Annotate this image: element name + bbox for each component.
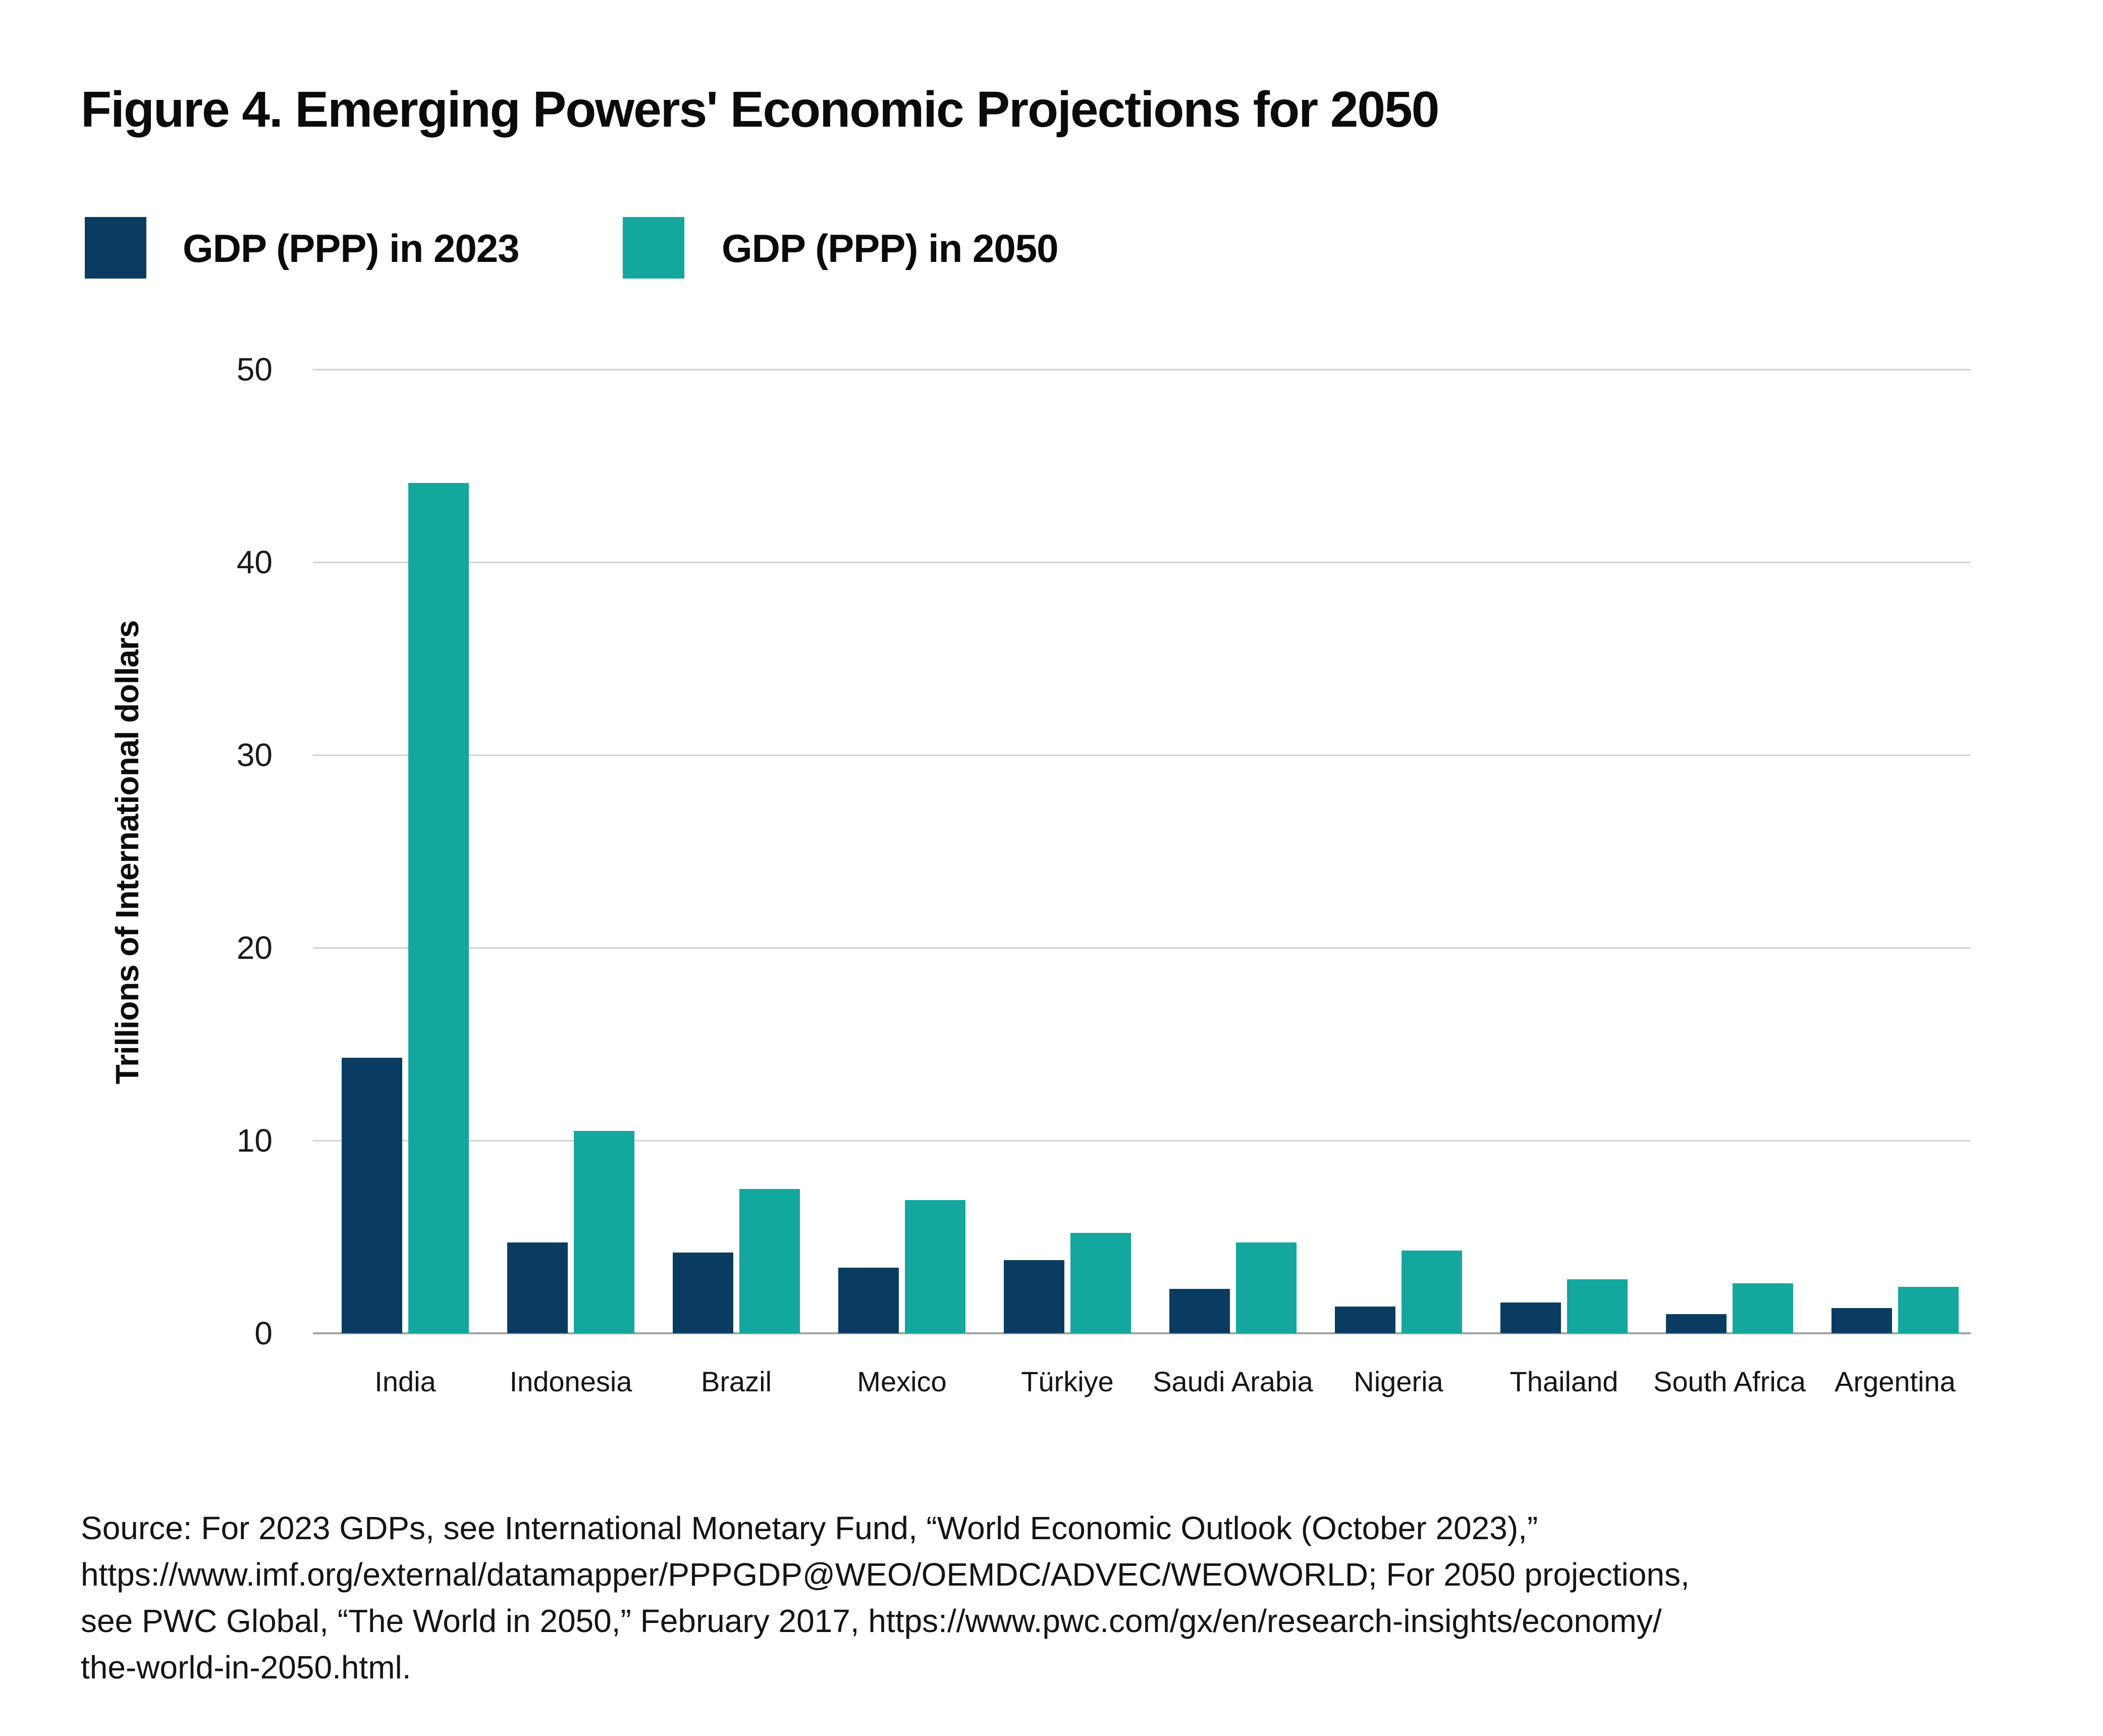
gridline-40 [313, 562, 1971, 563]
x-category-label-türkiye: Türkiye [1021, 1366, 1114, 1397]
bar-2023-south-africa [1666, 1314, 1727, 1333]
source-line: Source: For 2023 GDPs, see International… [81, 1510, 1538, 1546]
y-tick-label-50: 50 [236, 351, 273, 388]
x-axis-line [313, 1332, 1971, 1334]
bar-2023-nigeria [1335, 1306, 1395, 1333]
bar-2050-mexico [905, 1200, 965, 1333]
bar-2023-argentina [1831, 1308, 1892, 1333]
gridline-10 [313, 1140, 1971, 1142]
bar-2023-india [342, 1057, 402, 1333]
bar-2050-south-africa [1733, 1283, 1793, 1333]
y-axis-title: Trillions of International dollars [109, 620, 145, 1084]
bar-2023-türkiye [1004, 1260, 1064, 1333]
legend-swatch-2050 [623, 217, 684, 279]
bar-2050-nigeria [1401, 1250, 1462, 1333]
x-category-label-india: India [374, 1366, 436, 1397]
bar-2023-thailand [1500, 1302, 1561, 1333]
bar-2023-mexico [838, 1268, 899, 1333]
source-line: https://www.imf.org/external/datamapper/… [81, 1556, 1690, 1593]
gridline-20 [313, 947, 1971, 949]
y-tick-label-30: 30 [236, 737, 273, 773]
x-category-label-brazil: Brazil [700, 1366, 772, 1397]
bar-2050-argentina [1898, 1287, 1959, 1333]
legend-swatch-2023 [85, 217, 146, 279]
bar-2050-thailand [1567, 1279, 1628, 1333]
legend-label-2050: GDP (PPP) in 2050 [722, 226, 1058, 270]
bar-2050-türkiye [1070, 1233, 1131, 1333]
bar-2050-brazil [739, 1188, 800, 1333]
y-tick-label-20: 20 [236, 930, 273, 966]
bar-2023-saudi-arabia [1169, 1289, 1230, 1333]
bar-2050-saudi-arabia [1236, 1242, 1297, 1333]
x-category-label-south-africa: South Africa [1653, 1366, 1806, 1397]
x-category-label-indonesia: Indonesia [509, 1366, 632, 1397]
bar-2023-indonesia [507, 1242, 568, 1333]
source-line: the-world-in-2050.html. [81, 1649, 411, 1686]
figure-title: Figure 4. Emerging Powers' Economic Proj… [81, 81, 1439, 138]
x-category-label-saudi-arabia: Saudi Arabia [1153, 1366, 1313, 1397]
y-tick-label-10: 10 [236, 1122, 273, 1159]
legend-label-2023: GDP (PPP) in 2023 [183, 226, 519, 270]
bar-2050-india [408, 483, 469, 1333]
source-note: Source: For 2023 GDPs, see International… [81, 1505, 1928, 1691]
x-category-label-argentina: Argentina [1835, 1366, 1956, 1397]
gridline-30 [313, 754, 1971, 756]
gridline-50 [313, 369, 1971, 370]
x-category-label-mexico: Mexico [857, 1366, 947, 1397]
bar-2050-indonesia [574, 1130, 634, 1333]
y-tick-label-0: 0 [254, 1315, 273, 1351]
y-tick-label-40: 40 [236, 544, 273, 580]
x-category-label-nigeria: Nigeria [1354, 1366, 1443, 1397]
x-category-label-thailand: Thailand [1509, 1366, 1619, 1397]
bar-2023-brazil [673, 1252, 733, 1333]
source-line: see PWC Global, “The World in 2050,” Feb… [81, 1603, 1662, 1639]
